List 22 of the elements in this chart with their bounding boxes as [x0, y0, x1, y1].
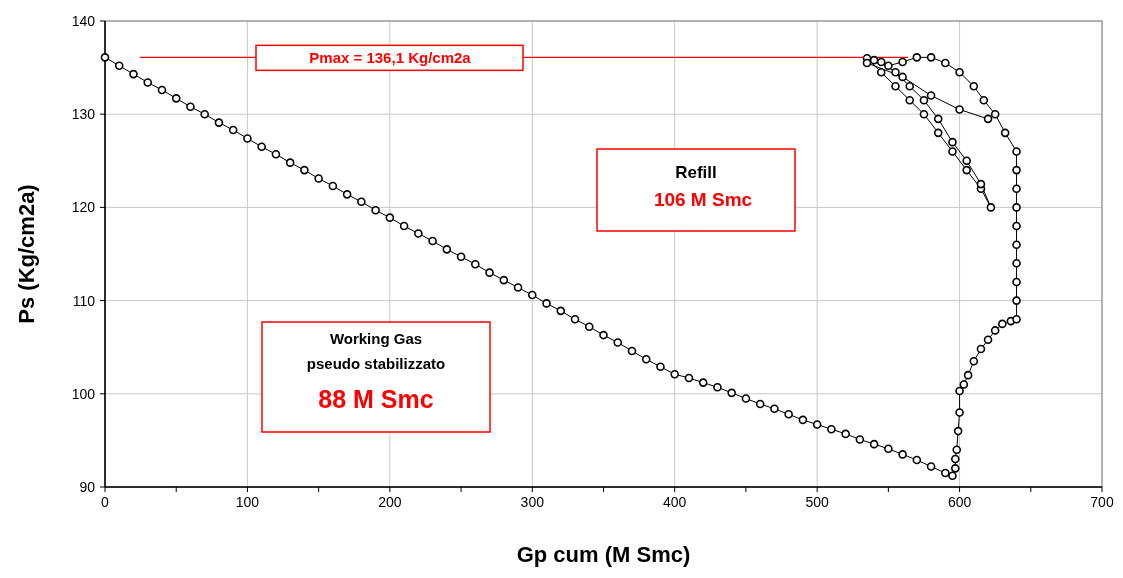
y-axis-title: Ps (Kg/cm2a)	[14, 184, 39, 324]
x-axis-title: Gp cum (M Smc)	[516, 542, 691, 567]
x-tick-label: 600	[947, 494, 972, 510]
annotation: pseudo stabilizzato	[306, 355, 446, 372]
x-tick-label: 100	[235, 494, 260, 510]
x-tick-label: 300	[520, 494, 545, 510]
annotation: Refill	[675, 163, 717, 182]
x-tick-label: 200	[378, 494, 402, 510]
annotation: Working Gas	[329, 330, 423, 347]
x-tick-label: 0	[101, 494, 110, 510]
annotation: 88 M Smc	[318, 385, 434, 413]
y-tick-label: 140	[71, 13, 96, 29]
y-tick-label: 100	[71, 385, 96, 402]
x-tick-label: 400	[663, 494, 687, 510]
annotation: 106 M Smc	[653, 189, 753, 210]
y-tick-label: 120	[71, 199, 96, 216]
x-tick-label: 700	[1090, 494, 1114, 510]
y-tick-label: 130	[71, 106, 96, 123]
ref-line-label: Pmax = 136,1 Kg/cm2a	[309, 49, 472, 67]
x-tick-label: 500	[805, 494, 830, 510]
y-tick-label: 110	[72, 292, 96, 309]
y-tick-label: 90	[79, 479, 96, 495]
